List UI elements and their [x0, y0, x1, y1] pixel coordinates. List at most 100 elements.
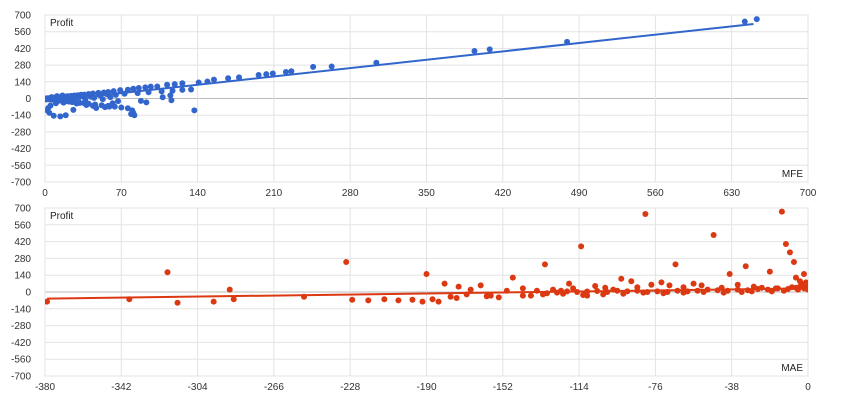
y-tick-label: -700 [11, 372, 31, 383]
data-point [734, 281, 741, 288]
trend-line [44, 22, 754, 103]
data-point [263, 71, 270, 78]
data-point [471, 48, 478, 55]
data-point [570, 285, 577, 292]
data-point [328, 63, 335, 70]
data-point [99, 96, 106, 103]
data-point [395, 297, 402, 304]
data-point [282, 69, 289, 76]
data-point [52, 100, 59, 107]
data-point [527, 292, 534, 299]
y-tick-label: 420 [14, 237, 31, 248]
data-point [600, 291, 607, 298]
y-tick-label: -280 [11, 127, 31, 138]
x-tick-label: 630 [723, 188, 740, 199]
data-point [83, 102, 90, 109]
y-tick-label: 0 [25, 94, 31, 105]
data-point [107, 94, 114, 101]
data-point [147, 83, 154, 90]
data-point [236, 74, 243, 81]
x-tick-label: 700 [800, 188, 817, 199]
data-point [566, 280, 573, 287]
data-point [118, 104, 125, 111]
x-axis-title: MAE [781, 363, 803, 374]
data-point [467, 286, 474, 293]
data-point [642, 211, 649, 217]
y-tick-label: -420 [11, 144, 31, 155]
data-point [483, 293, 490, 300]
data-point [423, 271, 430, 277]
chart-panel-2: 7005604202801400-140-280-420-560-700-380… [11, 204, 811, 394]
data-point [164, 269, 171, 276]
data-point [690, 280, 697, 287]
x-tick-label: -190 [416, 382, 436, 393]
data-point [343, 259, 350, 265]
data-point [109, 100, 116, 107]
data-point [794, 286, 801, 293]
x-tick-label: -38 [724, 382, 739, 393]
y-tick-label: -560 [11, 355, 31, 366]
y-tick-label: -140 [11, 304, 31, 315]
data-point [742, 263, 749, 270]
data-point [592, 283, 599, 289]
y-tick-label: -140 [11, 111, 31, 122]
data-point [698, 282, 705, 289]
data-point [509, 274, 516, 281]
data-point [137, 97, 144, 104]
data-point [710, 232, 717, 238]
data-point [792, 274, 799, 281]
data-point [666, 282, 673, 289]
data-point [435, 298, 442, 305]
data-point [672, 261, 679, 268]
data-point [130, 85, 137, 92]
data-point [179, 86, 186, 93]
data-point [720, 289, 727, 296]
y-tick-label: 420 [14, 44, 31, 55]
y-tick-label: 560 [14, 27, 31, 38]
data-point [101, 104, 108, 111]
data-point [349, 296, 356, 303]
data-point [580, 292, 587, 298]
data-point [365, 297, 372, 304]
x-axis-title: MFE [782, 169, 803, 180]
data-point [230, 296, 237, 303]
data-point [143, 99, 150, 106]
data-point [89, 102, 96, 109]
x-tick-label: 560 [647, 188, 664, 199]
data-point [188, 86, 195, 93]
data-point [753, 16, 760, 23]
data-point [541, 261, 548, 268]
data-point [142, 84, 149, 91]
data-point [154, 83, 161, 90]
y-tick-label: 140 [14, 271, 31, 282]
data-point [447, 293, 454, 300]
data-point [790, 259, 797, 265]
data-point [741, 18, 748, 25]
x-tick-label: -380 [35, 382, 55, 393]
x-tick-label: -152 [493, 382, 513, 393]
data-point [778, 208, 785, 215]
data-point [115, 98, 122, 105]
data-point [782, 241, 789, 247]
x-tick-label: 0 [805, 382, 811, 393]
data-point [168, 97, 175, 104]
data-point [726, 271, 733, 277]
y-tick-label: 280 [14, 254, 31, 265]
data-point [618, 275, 625, 282]
data-point [226, 286, 233, 293]
data-point [135, 85, 142, 92]
x-tick-label: -228 [340, 382, 360, 393]
data-point [578, 243, 585, 250]
x-tick-label: -266 [264, 382, 284, 393]
data-point [800, 271, 807, 277]
y-tick-label: -560 [11, 161, 31, 172]
data-point [164, 81, 171, 88]
x-tick-label: 350 [418, 188, 435, 199]
data-point [620, 290, 627, 297]
data-point [70, 106, 77, 113]
y-tick-label: 700 [14, 204, 31, 215]
y-axis-title: Profit [50, 18, 74, 29]
data-point [519, 285, 526, 292]
